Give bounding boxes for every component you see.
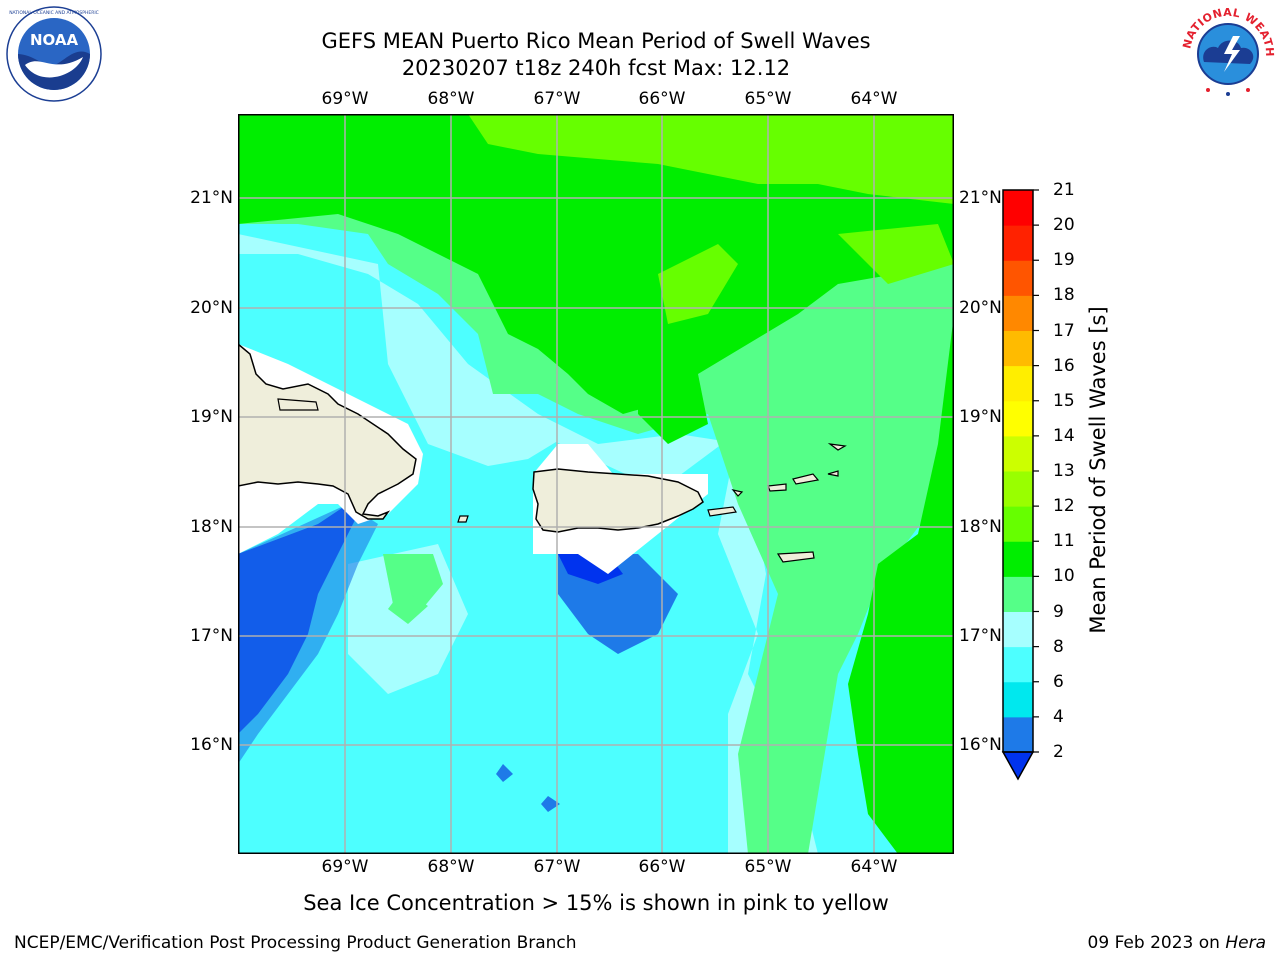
run-date: 09 Feb 2023 on Hera (1088, 933, 1266, 953)
contour-11-12 (468, 114, 954, 204)
colorbar-tick-label: 19 (1053, 250, 1075, 271)
colorbar-band (1003, 646, 1033, 683)
colorbar-tick-label: 6 (1053, 671, 1064, 692)
lat-label-left: 19°N (190, 407, 233, 427)
colorbar-band (1003, 225, 1033, 261)
colorbar-tick-label: 14 (1053, 425, 1075, 446)
colorbar-tick-label: 20 (1053, 215, 1075, 236)
lat-label-right: 19°N (959, 407, 1002, 427)
colorbar-band (1003, 471, 1033, 507)
lon-label-top: 64°W (850, 89, 898, 109)
colorbar-band (1003, 400, 1033, 437)
contour-11-12-patch (838, 224, 954, 284)
anegada-island (827, 443, 847, 451)
colorbar-band (1003, 330, 1033, 367)
colorbar-tick-label: 13 (1053, 461, 1075, 481)
hispaniola-landmass (238, 343, 417, 520)
lat-label-right: 20°N (959, 298, 1002, 318)
colorbar-tick-label: 8 (1053, 636, 1064, 657)
colorbar-band (1003, 681, 1033, 718)
lat-label-right: 16°N (959, 735, 1002, 755)
svg-text:NATIONAL OCEANIC AND ATMOSPHER: NATIONAL OCEANIC AND ATMOSPHERIC (9, 10, 99, 16)
colorbar-band (1003, 611, 1033, 648)
tortuga-island (277, 398, 319, 411)
colorbar-band (1003, 506, 1033, 542)
lon-label-top: 67°W (533, 89, 581, 109)
nws-logo: NATIONAL WEATHER SERVICE (1178, 2, 1276, 98)
run-date-host: Hera (1225, 933, 1266, 953)
lon-label-top: 66°W (638, 89, 686, 109)
credit-line: NCEP/EMC/Verification Post Processing Pr… (14, 933, 577, 953)
lat-label-left: 20°N (190, 298, 233, 318)
lon-label-bottom: 65°W (744, 857, 792, 877)
contour-4-6-patch (541, 796, 560, 812)
colorbar-tick-label: 11 (1053, 531, 1075, 552)
colorbar-tick-label: 21 (1053, 180, 1075, 200)
lat-label-left: 21°N (190, 188, 233, 208)
contour-9-10-patch (388, 589, 428, 624)
lon-label-bottom: 69°W (321, 857, 369, 877)
lat-label-right: 17°N (959, 626, 1002, 646)
colorbar-tick-label: 10 (1053, 566, 1075, 587)
colorbar (1001, 189, 1039, 781)
lat-label-left: 17°N (190, 626, 233, 646)
contour-11-12-patch (658, 244, 738, 324)
contour-4-6 (238, 504, 378, 764)
colorbar-band (1003, 716, 1033, 753)
colorbar-band (1003, 295, 1033, 331)
colorbar-tick-label: 18 (1053, 285, 1075, 306)
colorbar-band (1003, 541, 1033, 577)
colorbar-tick-label: 4 (1053, 706, 1064, 727)
st-croix-island (776, 551, 815, 563)
chart-subtitle: 20230207 t18z 240h fcst Max: 12.12 (401, 56, 791, 80)
colorbar-band (1003, 260, 1033, 296)
swell-period-map (238, 114, 954, 854)
map-frame (238, 114, 954, 854)
colorbar-tick-label: 9 (1053, 601, 1064, 622)
lat-label-left: 16°N (190, 735, 233, 755)
colorbar-band (1003, 576, 1033, 612)
lon-label-bottom: 66°W (638, 857, 686, 877)
lon-label-bottom: 67°W (533, 857, 581, 877)
lat-label-right: 21°N (959, 188, 1002, 208)
contour-10-11 (238, 114, 954, 414)
chart-title: GEFS MEAN Puerto Rico Mean Period of Swe… (321, 29, 871, 53)
run-date-prefix: 09 Feb 2023 on (1087, 933, 1220, 953)
lon-label-bottom: 64°W (850, 857, 898, 877)
colorbar-title: Mean Period of Swell Waves [s] (1086, 306, 1110, 634)
colorbar-band (1003, 365, 1033, 402)
colorbar-tick-label: 16 (1053, 355, 1075, 376)
lon-label-top: 65°W (744, 89, 792, 109)
colorbar-tick-label: 12 (1053, 496, 1075, 517)
lon-label-bottom: 68°W (427, 857, 475, 877)
st-thomas-island (767, 483, 787, 492)
noaa-logo: NOAA NATIONAL OCEANIC AND ATMOSPHERIC (6, 6, 102, 102)
lat-label-right: 18°N (959, 517, 1002, 537)
tortola-island (792, 473, 820, 485)
sea-ice-footnote: Sea Ice Concentration > 15% is shown in … (303, 891, 889, 915)
contour-4-6-patch (496, 764, 513, 782)
contour-10-11-patch (638, 364, 708, 444)
puerto-rico-landmass (532, 468, 704, 533)
colorbar-tick-label: 17 (1053, 320, 1075, 341)
colorbar-extend-min (1001, 751, 1035, 781)
vieques-island (707, 506, 737, 517)
lon-label-top: 68°W (427, 89, 475, 109)
lon-label-top: 69°W (321, 89, 369, 109)
mona-island (457, 515, 469, 523)
colorbar-band (1003, 190, 1033, 226)
map-gridlines (238, 114, 954, 854)
lat-label-left: 18°N (190, 517, 233, 537)
colorbar-band (1003, 435, 1033, 472)
noaa-logo-text: NOAA (30, 31, 79, 49)
virgin-gorda-island (827, 470, 839, 477)
colorbar-tick-label: 15 (1053, 390, 1075, 411)
colorbar-tick-label: 2 (1053, 742, 1064, 762)
culebra-island (731, 489, 744, 497)
